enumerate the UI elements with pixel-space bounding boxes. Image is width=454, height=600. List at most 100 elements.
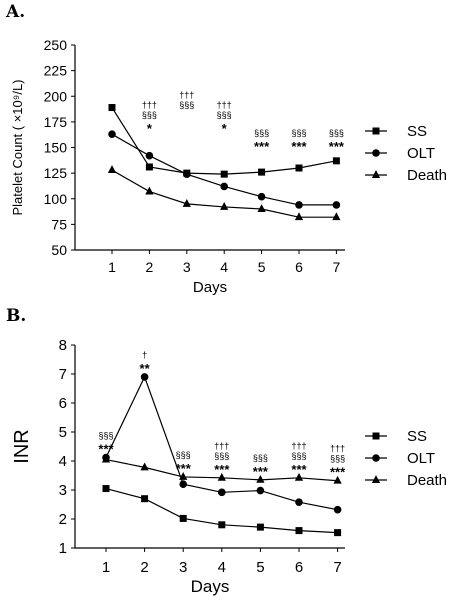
chart-b-x-tick-label: 2 <box>140 559 148 576</box>
chart-a-x-tick-label: 2 <box>146 259 154 275</box>
chart-b-point-ss <box>295 527 303 535</box>
chart-a-legend-marker-olt <box>372 149 380 157</box>
chart-a-point-death <box>182 198 191 207</box>
panel-label-b: B. <box>6 306 27 326</box>
chart-b-point-ss <box>218 521 226 529</box>
chart-b-annotation: §§§ <box>291 451 306 461</box>
chart-a-annotation: *** <box>329 139 345 154</box>
chart-a-annotation: * <box>222 121 228 136</box>
chart-a-y-tick-label: 225 <box>44 63 68 79</box>
chart-a-point-ss <box>332 157 340 165</box>
chart-a-y-tick-label: 75 <box>51 216 67 232</box>
chart-a-point-olt <box>183 170 191 178</box>
chart-a-point-death <box>332 212 341 221</box>
chart-b-x-tick-label: 4 <box>218 559 226 576</box>
chart-a-legend-label-olt: OLT <box>407 145 435 162</box>
chart-b-y-tick-label: 3 <box>59 482 67 499</box>
chart-b-x-axis-title: Days <box>191 577 230 596</box>
chart-b-annotation: ** <box>140 361 151 376</box>
chart-a-point-death <box>294 212 304 221</box>
chart-b-legend-marker-olt <box>372 454 380 462</box>
chart-b-point-olt <box>256 486 265 495</box>
chart-b-point-ss <box>102 485 110 493</box>
chart-b-annotation: *** <box>330 465 346 480</box>
chart-b-y-axis-title: INR <box>11 429 33 463</box>
chart-b-legend-label-olt: OLT <box>407 450 435 467</box>
chart-b-point-death <box>294 472 304 481</box>
chart-a-point-ss <box>145 163 153 171</box>
chart-a-annotation: §§§ <box>217 110 232 120</box>
chart-a-y-axis-title: Platelet Count ( ×10⁹/L) <box>10 79 25 215</box>
chart-b-point-olt <box>333 505 342 514</box>
chart-a-point-olt <box>145 151 154 160</box>
chart-a-point-olt <box>108 130 116 138</box>
chart-a-point-ss <box>220 170 228 178</box>
chart-a-x-tick-label: 3 <box>183 259 191 275</box>
chart-b-x-tick-label: 5 <box>256 559 264 576</box>
chart-b-point-ss <box>256 523 264 531</box>
chart-a-annotation: §§§ <box>254 128 269 138</box>
chart-a-annotation: *** <box>254 139 270 154</box>
chart-b-point-death <box>140 462 149 471</box>
chart-b-point-ss <box>179 514 187 522</box>
chart-b-point-death <box>101 454 111 463</box>
chart-b-legend-marker-death <box>371 475 381 483</box>
chart-b-annotation: *** <box>214 462 230 477</box>
chart-a-y-tick-label: 50 <box>51 242 67 258</box>
chart-a-annotation: ††† <box>217 100 232 110</box>
chart-b-annotation: ††† <box>330 444 345 454</box>
chart-b-y-tick-label: 4 <box>59 453 67 470</box>
chart-b-y-tick-label: 2 <box>59 511 67 528</box>
chart-a-point-olt <box>295 201 303 209</box>
chart-a-annotation: §§§ <box>179 100 194 110</box>
chart-a-legend-marker-ss <box>372 127 380 135</box>
chart-b-annotation: ††† <box>214 441 229 451</box>
chart-b-legend-label-ss: SS <box>407 428 427 445</box>
chart-a-y-tick-label: 250 <box>44 37 68 53</box>
chart-a-point-ss <box>258 168 266 176</box>
chart-b-y-tick-label: 7 <box>59 366 67 383</box>
chart-b-x-tick-label: 6 <box>295 559 303 576</box>
chart-b-annotation: §§§ <box>253 453 268 463</box>
chart-a-annotation: ††† <box>179 90 194 100</box>
chart-b-x-tick-label: 7 <box>333 559 341 576</box>
chart-a-x-tick-label: 4 <box>220 259 228 275</box>
chart-a-y-tick-label: 125 <box>44 165 68 181</box>
chart-b-annotation: §§§ <box>214 451 229 461</box>
chart-a-annotation: * <box>147 121 153 136</box>
chart-b-point-death <box>256 474 265 483</box>
chart-b-annotation: † <box>142 350 147 360</box>
chart-b-point-death <box>179 472 188 480</box>
chart-a-x-tick-label: 7 <box>333 259 341 275</box>
chart-a-x-tick-label: 1 <box>108 259 116 275</box>
chart-a-point-olt <box>220 182 228 191</box>
chart-b-point-ss <box>334 529 342 537</box>
chart-b-legend-marker-ss <box>372 432 380 440</box>
chart-a-annotation: §§§ <box>291 128 306 138</box>
chart-a-x-tick-label: 6 <box>295 259 303 275</box>
chart-b-y-tick-label: 1 <box>59 540 67 557</box>
chart-a-annotation: §§§ <box>329 128 344 138</box>
chart-b-y-tick-label: 5 <box>59 424 67 441</box>
chart-a-y-tick-label: 150 <box>44 140 68 156</box>
chart-a-point-death <box>257 204 266 212</box>
chart-b-legend-label-death: Death <box>407 472 447 489</box>
panel-label-a: A. <box>6 2 26 22</box>
chart-a-point-ss <box>295 164 303 172</box>
chart-a-annotation: *** <box>291 139 307 154</box>
chart-a-legend-marker-death <box>371 170 381 178</box>
chart-b-annotation: §§§ <box>98 431 113 441</box>
chart-b-annotation: ††† <box>291 441 306 451</box>
chart-a-x-axis-title: Days <box>193 279 227 296</box>
chart-a-x-tick-label: 5 <box>258 259 266 275</box>
chart-a-y-tick-label: 200 <box>44 88 68 104</box>
chart-a-point-death <box>145 186 154 195</box>
chart-b-y-tick-label: 8 <box>59 337 67 354</box>
chart-b-point-olt <box>140 373 149 381</box>
chart-a-y-tick-label: 100 <box>44 191 68 207</box>
chart-a-annotation: ††† <box>142 100 157 110</box>
chart-a-annotation: §§§ <box>142 110 157 120</box>
chart-a-y-tick-label: 175 <box>44 114 68 130</box>
chart-b-point-olt <box>218 488 226 497</box>
